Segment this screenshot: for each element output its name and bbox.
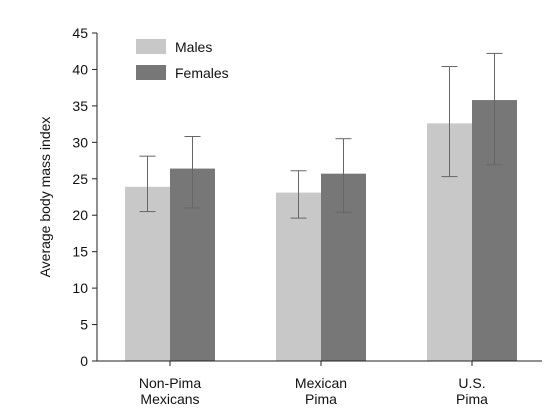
- error-bar-males-2: [441, 66, 458, 178]
- error-bar-males-1: [290, 170, 307, 219]
- category-label-line: Mexican: [295, 375, 347, 391]
- category-label-line: Non-Pima: [139, 375, 201, 391]
- y-tick-label-40: 40: [72, 61, 88, 77]
- y-tick-label-30: 30: [72, 134, 88, 150]
- legend: Males Females: [136, 39, 229, 81]
- category-label-line: Pima: [305, 391, 337, 407]
- legend-label-females: Females: [175, 65, 229, 81]
- category-label-line: Mexicans: [140, 391, 199, 407]
- y-tick-label-10: 10: [72, 280, 88, 296]
- y-tick-label-5: 5: [80, 317, 88, 333]
- bar-males-1: [276, 192, 321, 361]
- category-label-1: Mexican Pima: [295, 375, 347, 407]
- legend-swatch-males: [136, 39, 166, 54]
- error-bar-females-0: [184, 136, 201, 209]
- category-label-line: U.S.: [458, 375, 485, 391]
- y-axis-label: Average body mass index: [37, 117, 53, 278]
- bars-layer: [125, 100, 517, 362]
- error-bars-layer: [139, 52, 503, 219]
- legend-swatch-females: [136, 65, 166, 80]
- legend-label-males: Males: [175, 39, 212, 55]
- y-tick-label-35: 35: [72, 98, 88, 114]
- category-label-0: Non-Pima Mexicans: [139, 375, 201, 407]
- y-tick-label-20: 20: [72, 207, 88, 223]
- y-tick-label-25: 25: [72, 171, 88, 187]
- y-tick-label-15: 15: [72, 244, 88, 260]
- error-bar-females-2: [486, 52, 503, 166]
- y-tick-label-45: 45: [72, 25, 88, 41]
- category-label-line: Pima: [456, 391, 488, 407]
- y-tick-label-0: 0: [80, 353, 88, 369]
- error-bar-males-0: [139, 155, 156, 213]
- category-label-2: U.S. Pima: [456, 375, 488, 407]
- bar-males-0: [125, 186, 170, 361]
- error-bar-females-1: [335, 138, 352, 213]
